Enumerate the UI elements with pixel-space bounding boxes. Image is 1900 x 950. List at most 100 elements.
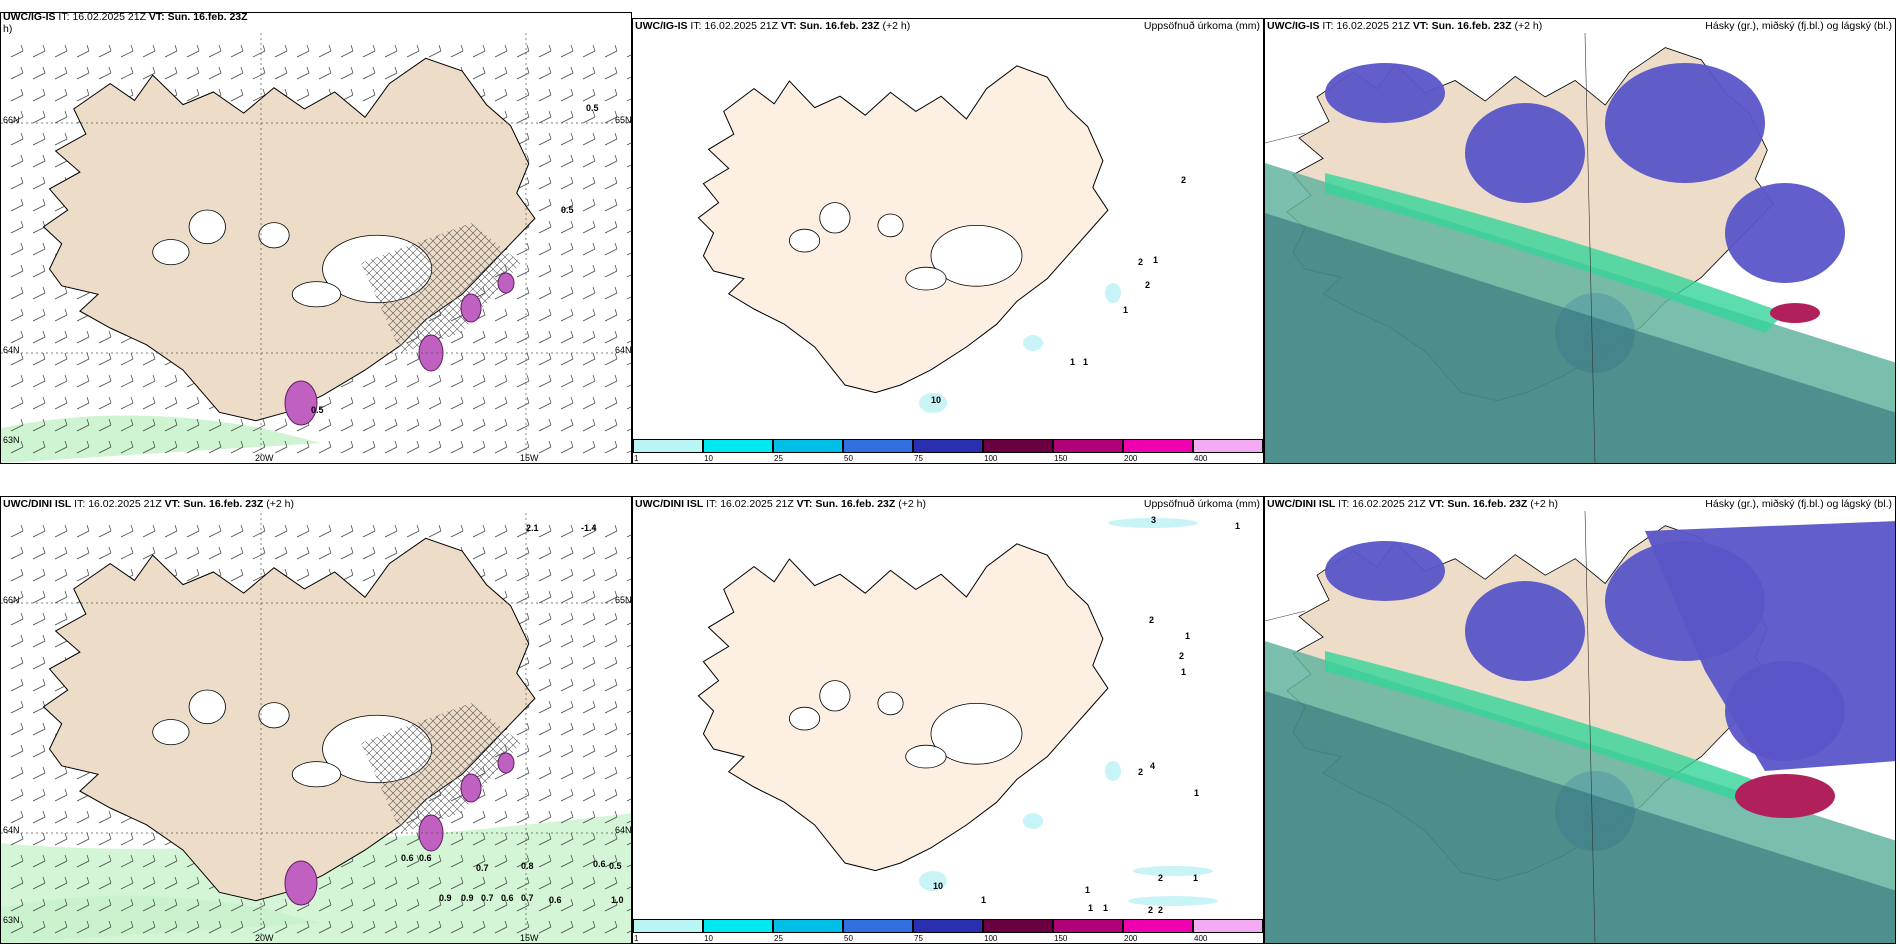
wind-barb	[98, 44, 112, 58]
low-cloud	[1265, 691, 1895, 943]
wind-barb	[142, 66, 156, 80]
wind-barb	[604, 832, 618, 846]
wind-barb	[582, 44, 596, 58]
wind-barb	[604, 308, 618, 322]
wind-value-label: 0.6	[401, 853, 414, 863]
colorbar-swatch	[913, 919, 983, 933]
precip-title: Uppsöfnuð úrkoma (mm)	[1143, 20, 1260, 32]
wind-barb	[604, 176, 618, 190]
wind-barb	[538, 308, 552, 322]
wind-barb	[538, 198, 552, 212]
wind-value-label: 0.8	[521, 861, 534, 871]
wind-barb	[98, 440, 112, 454]
glacier-outline	[877, 213, 904, 238]
wind-barb	[582, 110, 596, 124]
wind-barb	[120, 876, 134, 890]
glacier-outline	[188, 209, 226, 245]
wind-barb	[494, 854, 508, 868]
wind-barb	[32, 242, 46, 256]
wind-barb	[230, 524, 244, 538]
wind-barb	[582, 176, 596, 190]
wind-barb	[76, 440, 90, 454]
parallel	[1265, 610, 1306, 622]
precip-value-label: 1	[1185, 631, 1190, 641]
wind-barb	[516, 546, 530, 560]
wind-barb	[406, 396, 420, 410]
glacier-outline	[788, 228, 821, 253]
wind-barb	[186, 568, 200, 582]
wind-barb	[428, 418, 442, 432]
wind-barb	[54, 88, 68, 102]
wind-barb	[32, 810, 46, 824]
wind-barb	[560, 220, 574, 234]
wind-barb	[538, 440, 552, 454]
lon-label: 15W	[520, 933, 539, 943]
wind-barb	[10, 898, 24, 912]
lon-label: 20W	[255, 933, 274, 943]
wind-barb	[318, 44, 332, 58]
wind-barb	[538, 810, 552, 824]
wind-barb	[626, 754, 631, 758]
wind-barb	[32, 198, 46, 212]
wind-barb	[10, 722, 24, 736]
precip-value-label: 2	[1181, 175, 1186, 185]
wind-barb	[604, 418, 618, 432]
wind-barb	[186, 88, 200, 102]
wind-barb	[32, 898, 46, 912]
wind-barb	[538, 154, 552, 168]
wind-barb	[582, 876, 596, 890]
wind-value-label: 0.5	[311, 405, 324, 415]
wind-barb	[560, 898, 574, 912]
wind-barb	[54, 876, 68, 890]
cloud-title: Hásky (gr.), miðský (fj.bl.) og lágský (…	[1705, 498, 1892, 510]
wind-barb	[142, 352, 156, 366]
wind-barb	[428, 396, 442, 410]
wind-barb	[538, 832, 552, 846]
wind-barb	[120, 920, 134, 934]
wind-barb	[10, 854, 24, 868]
wind-barb	[626, 666, 631, 670]
colorbar-tick: 150	[1054, 934, 1068, 943]
wind-barb	[10, 198, 24, 212]
wind-barb	[164, 374, 178, 388]
wind-barb	[582, 308, 596, 322]
wind-barb	[164, 546, 178, 560]
wind-barb	[76, 920, 90, 934]
wind-barb	[142, 418, 156, 432]
colorbar: 1 10 25 50 75 100 150 200 400	[633, 437, 1263, 463]
wind-barb	[10, 418, 24, 432]
wind-barb	[582, 788, 596, 802]
wind-barb	[604, 88, 618, 102]
wind-barb	[538, 590, 552, 604]
wind-barb	[604, 678, 618, 692]
wind-barb	[626, 930, 631, 934]
wind-barb	[604, 766, 618, 780]
wind-barb	[582, 242, 596, 256]
wind-barb	[626, 534, 631, 538]
wind-barb	[450, 832, 464, 846]
wind-barb	[10, 568, 24, 582]
panel-header: UWC/DINI ISL IT: 16.02.2025 21Z VT: Sun.…	[3, 498, 294, 510]
colorbar-swatch	[1053, 919, 1123, 933]
wind-barb	[406, 898, 420, 912]
wind-barb	[10, 700, 24, 714]
gust-area	[497, 752, 515, 774]
wind-barb	[516, 722, 530, 736]
wind-barb	[252, 66, 266, 80]
precip-map: 2 2 1 2 1 1 1 10	[633, 33, 1263, 437]
wind-barb	[494, 88, 508, 102]
wind-barb	[428, 854, 442, 868]
wind-barb	[472, 832, 486, 846]
wind-barb	[604, 286, 618, 300]
wind-barb	[516, 88, 530, 102]
wind-barb	[98, 898, 112, 912]
wind-barb	[76, 374, 90, 388]
wind-barb	[186, 920, 200, 934]
wind-barb	[538, 766, 552, 780]
wind-barb	[582, 198, 596, 212]
wind-barb	[516, 590, 530, 604]
wind-barb	[274, 898, 288, 912]
wind-barb	[10, 678, 24, 692]
wind-barb	[76, 898, 90, 912]
wind-barb	[560, 678, 574, 692]
